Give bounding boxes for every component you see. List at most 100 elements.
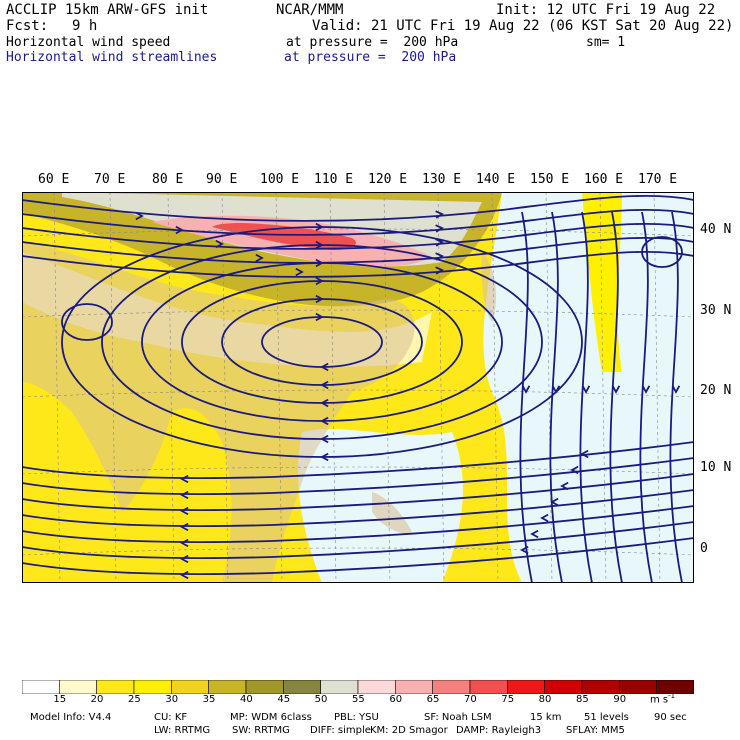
streamline-arrow [435,224,444,233]
streamline [221,298,423,386]
lon-label: 110 E [314,172,354,187]
colorbar-label: 60 [389,694,403,705]
streamline-arrow [180,570,189,580]
forecast-hour: 9 h [72,18,98,34]
colorbar-label: 20 [90,694,104,705]
streamline-arrow [180,474,189,484]
streamline-arrow [175,225,184,235]
streamline [669,211,683,583]
streamline-arrow [215,239,224,249]
streamline-arrow [180,554,189,564]
streamline-arrow [551,385,561,394]
colorbar-swatch [432,680,471,694]
colorbar-swatch [171,680,209,694]
model-info-item: SF: Noah LSM [424,712,492,723]
streamline [101,244,543,440]
streamline [22,250,694,278]
parallel [22,547,694,556]
colorbar-swatch [283,680,321,694]
streamline-arrow [315,240,324,250]
model-title: ACCLIP 15km ARW-GFS init [6,2,209,18]
org-label: NCAR/MMM [276,2,344,18]
model-info-item: SW: RRTMG [232,725,290,736]
streamline-arrow [641,385,651,394]
colorbar-swatch [507,680,545,694]
colorbar-swatch [357,680,396,694]
asia-landmass [22,242,415,583]
lat-label: 20 N [700,383,732,398]
colorbar-swatch [133,680,172,694]
streamline-arrow [435,238,444,247]
lon-label: 160 E [584,172,624,187]
streamline-arrow [315,276,324,286]
meridian [437,192,445,583]
colorbar-label: 45 [277,694,291,705]
streamline [22,236,694,264]
lon-label: 70 E [94,172,126,187]
streamline-arrow [315,312,324,322]
streamline-arrow [320,380,329,390]
streamline [61,303,113,341]
streamline [519,211,533,583]
parallel [22,466,694,475]
streamline-arrow [435,266,444,275]
model-info-item: KM: 2D Smagor [370,725,448,736]
meridian [109,192,117,583]
colorbar-swatch [245,680,284,694]
meridian [545,192,553,583]
colorbar-label: 35 [202,694,216,705]
model-info-item: CU: KF [154,712,188,723]
model-info-item: DAMP: Rayleigh3 [456,725,542,736]
streamline-arrow [320,452,329,462]
streamline-arrow [180,490,189,500]
forecast-label: Fcst: [6,18,49,34]
streamline-arrow [581,385,591,394]
colorbar-label: 65 [426,694,440,705]
colorbar-label: 50 [314,694,328,705]
streamline [261,316,383,368]
model-info-item: LW: RRTMG [154,725,211,736]
parallel [22,228,694,237]
model-info-item: 90 sec [654,712,687,723]
wind-map [22,192,694,583]
lon-label: 170 E [638,172,678,187]
streamline-arrow [570,465,579,475]
field-wind-speed-level: at pressure = 200 hPa [286,35,459,50]
streamline [22,505,694,544]
streamline [61,226,583,458]
streamline [22,489,694,528]
field-streamlines-level: at pressure = 200 hPa [284,50,457,65]
streamline-arrow [255,253,264,263]
model-info-item: PBL: YSU [334,712,379,723]
streamline-arrow [180,506,189,516]
parallel [22,309,694,318]
colorbar-swatch [469,680,508,694]
colorbar-swatch [208,680,247,694]
streamline-arrow [135,211,144,221]
streamline [22,222,694,250]
colorbar-label: 75 [501,694,515,705]
colorbar-label: 70 [464,694,477,705]
lat-label: 40 N [700,222,732,237]
model-info-item: DIFF: simple [310,725,371,736]
meridian [275,192,283,583]
lat-lon-grid [22,192,694,583]
meridian [653,192,661,583]
streamline [181,280,463,404]
colorbar-unit: m s-1 [650,692,676,706]
meridian [53,192,61,583]
lon-label: 120 E [368,172,408,187]
field-wind-speed: Horizontal wind speed [6,35,171,50]
streamline [22,473,694,512]
colorbar-swatch [395,680,433,694]
lon-label: 80 E [152,172,184,187]
streamline [22,208,694,236]
parallel [22,389,694,398]
streamline [22,521,694,560]
colorbar-label: 80 [538,694,552,705]
lon-label: 60 E [38,172,70,187]
valid-time: Valid: 21 UTC Fri 19 Aug 22 (06 KST Sat … [312,18,734,34]
streamline-arrow [180,538,189,548]
philippines [372,492,412,534]
colorbar-label: 40 [240,694,253,705]
